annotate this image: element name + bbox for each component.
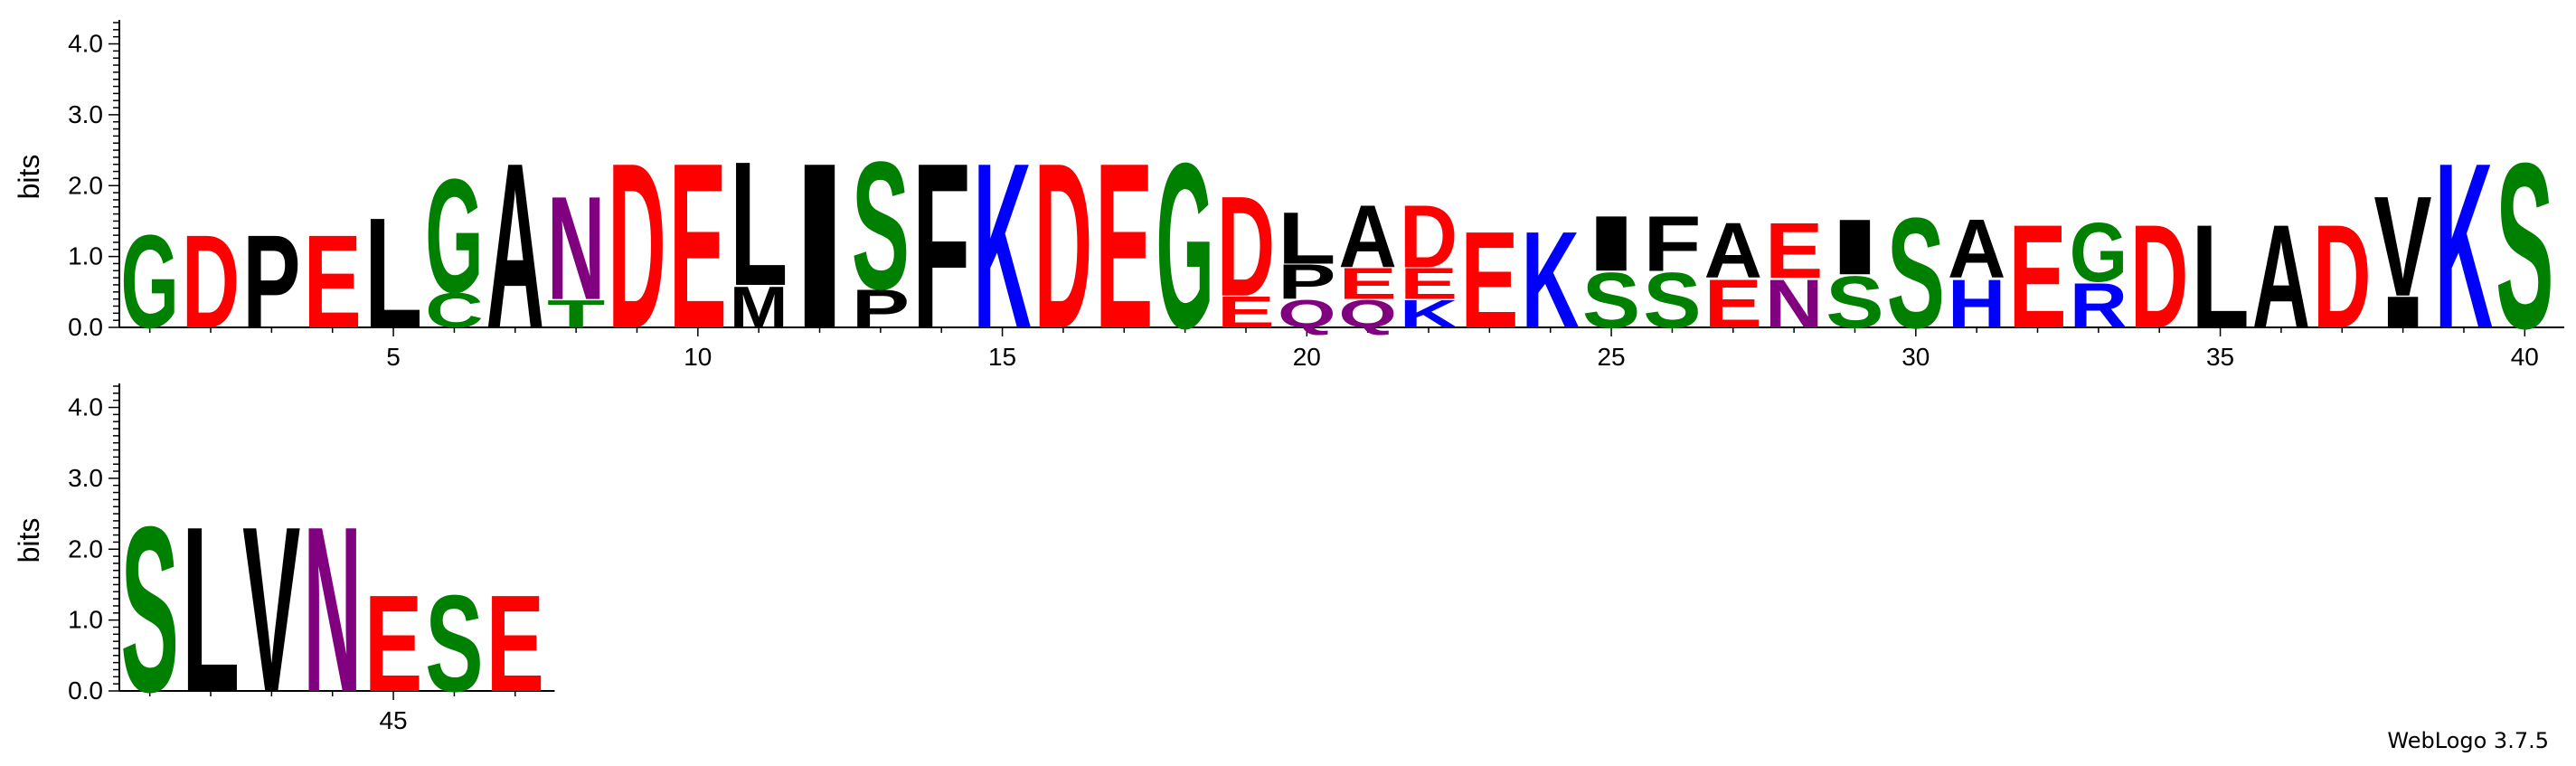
- logo-letter-E: E: [2008, 195, 2066, 359]
- logo-letter-T: T: [547, 292, 605, 336]
- logo-letter-E: E: [304, 208, 362, 356]
- x-tick-label: 10: [684, 343, 712, 371]
- x-tick-label: 20: [1293, 343, 1321, 371]
- logo-letter-L: L: [2191, 195, 2249, 360]
- logo-letter-D: D: [182, 207, 240, 355]
- logo-letter-S: S: [1582, 257, 1640, 345]
- logo-letter-K: K: [1522, 203, 1580, 357]
- logo-letter-A: A: [1948, 203, 2005, 297]
- x-tick-label: 35: [2206, 343, 2234, 371]
- logo-letter-D: D: [2130, 194, 2188, 358]
- logo-letter-E: E: [1217, 288, 1275, 336]
- x-tick-label: 30: [1901, 343, 1930, 371]
- logo-letter-A: A: [1339, 186, 1397, 286]
- x-tick-label: 40: [2511, 343, 2539, 371]
- logo-letter-L: L: [182, 478, 240, 742]
- logo-letter-E: E: [364, 568, 422, 722]
- logo-letter-Q: Q: [1339, 292, 1397, 336]
- y-axis-label: bits: [13, 155, 45, 200]
- logo-letter-H: H: [1948, 265, 2005, 342]
- logo-letter-D: D: [608, 114, 665, 378]
- logo-letter-K: K: [1400, 292, 1458, 336]
- logo-letter-Q: Q: [1278, 292, 1335, 336]
- y-tick-label: 1.0: [68, 606, 103, 634]
- logo-letter-I: I: [1582, 200, 1640, 288]
- logo-letter-E: E: [1704, 266, 1762, 343]
- logo-letter-D: D: [1034, 114, 1092, 378]
- x-tick-label: 15: [988, 343, 1016, 371]
- y-tick-label: 3.0: [68, 464, 103, 492]
- logo-letter-L: L: [730, 126, 788, 323]
- logo-letter-S: S: [121, 478, 179, 742]
- logo-letter-D: D: [1217, 167, 1275, 326]
- logo-letter-I: I: [790, 115, 848, 378]
- y-axis-label: bits: [13, 518, 45, 563]
- logo-letter-S: S: [852, 125, 910, 327]
- logo-letter-I: I: [2373, 288, 2431, 336]
- y-tick-label: 0.0: [68, 676, 103, 705]
- logo-letter-F: F: [912, 115, 970, 378]
- logo-letter-N: N: [547, 165, 605, 330]
- logo-letter-E: E: [1339, 260, 1397, 308]
- logo-letter-R: R: [2070, 270, 2128, 342]
- logo-letter-P: P: [242, 208, 300, 356]
- logo-letter-M: M: [730, 275, 788, 341]
- y-tick-label: 4.0: [68, 393, 103, 421]
- logo-letter-A: A: [486, 114, 544, 378]
- logo-letter-L: L: [1278, 197, 1335, 279]
- weblogo-credit: WebLogo 3.7.5: [2387, 728, 2549, 753]
- logo-letter-C: C: [425, 283, 483, 338]
- x-tick-label: 5: [386, 343, 401, 371]
- y-tick-label: 1.0: [68, 242, 103, 270]
- logo-letter-S: S: [1826, 260, 1883, 343]
- y-tick-label: 4.0: [68, 30, 103, 58]
- logo-letter-S: S: [1887, 185, 1945, 361]
- logo-letter-K: K: [973, 114, 1031, 378]
- logo-letter-E: E: [669, 114, 727, 378]
- logo-letter-N: N: [304, 478, 362, 742]
- logo-letter-P: P: [852, 279, 910, 339]
- logo-letter-E: E: [1765, 207, 1823, 295]
- logo-letter-G: G: [2070, 206, 2128, 299]
- y-tick-label: 2.0: [68, 171, 103, 199]
- logo-letter-G: G: [425, 145, 483, 327]
- logo-letter-L: L: [364, 186, 422, 362]
- logo-letter-E: E: [1400, 260, 1458, 308]
- logo-letter-F: F: [1643, 201, 1701, 288]
- logo-letter-E: E: [1095, 114, 1153, 378]
- logo-letter-A: A: [1704, 206, 1762, 295]
- y-tick-label: 0.0: [68, 313, 103, 341]
- logo-letter-I: I: [1826, 203, 1883, 291]
- logo-letter-V: V: [2373, 166, 2431, 326]
- logo-letter-E: E: [1460, 204, 1518, 358]
- logo-letter-P: P: [1278, 254, 1335, 309]
- logo-letter-G: G: [1156, 115, 1213, 378]
- logo-letter-A: A: [2252, 194, 2310, 358]
- logo-letter-D: D: [2313, 194, 2371, 358]
- logo-letter-N: N: [1765, 265, 1823, 342]
- logo-letter-S: S: [425, 568, 483, 722]
- logo-letter-S: S: [1643, 257, 1701, 345]
- y-tick-label: 2.0: [68, 534, 103, 563]
- logo-letter-S: S: [2496, 114, 2553, 378]
- logo-letter-G: G: [121, 208, 179, 356]
- x-tick-label: 45: [379, 706, 407, 734]
- x-tick-label: 25: [1597, 343, 1625, 371]
- logo-letter-D: D: [1400, 186, 1458, 286]
- logo-letter-E: E: [486, 568, 544, 722]
- logo-letter-V: V: [242, 478, 300, 742]
- logo-letter-K: K: [2435, 114, 2493, 378]
- y-tick-label: 3.0: [68, 100, 103, 128]
